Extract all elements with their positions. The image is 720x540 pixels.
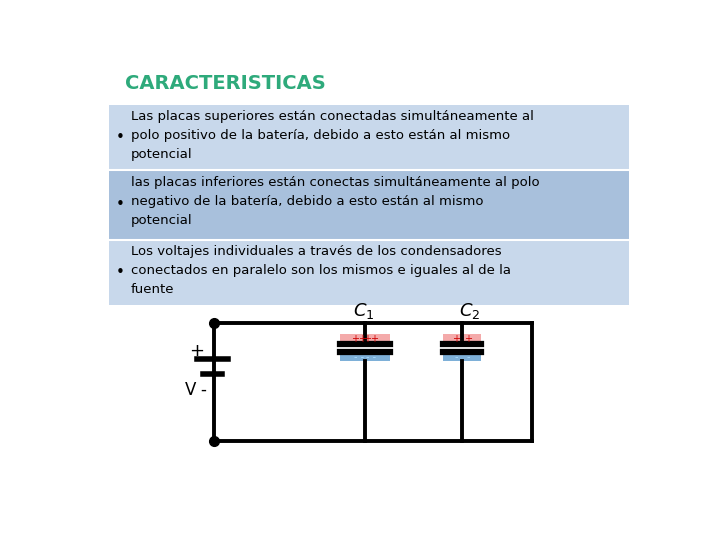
Text: -: - <box>200 381 206 399</box>
Text: las placas inferiores están conectas simultáneamente al polo
negativo de la bate: las placas inferiores están conectas sim… <box>131 176 540 227</box>
Text: - -: - - <box>354 352 364 362</box>
Text: +: + <box>189 342 204 360</box>
Text: Los voltajes individuales a través de los condensadores
conectados en paralelo s: Los voltajes individuales a través de lo… <box>131 245 511 296</box>
Text: V: V <box>185 381 197 399</box>
Text: +: + <box>452 334 460 344</box>
Text: •: • <box>116 265 125 280</box>
Text: ++: ++ <box>351 334 367 344</box>
Text: CARACTERISTICAS: CARACTERISTICAS <box>125 75 325 93</box>
Text: -: - <box>467 352 470 362</box>
Text: Las placas superiores están conectadas simultáneamente al
polo positivo de la ba: Las placas superiores están conectadas s… <box>131 110 534 161</box>
Bar <box>341 334 390 343</box>
Text: +: + <box>464 334 472 344</box>
Text: -: - <box>454 352 457 362</box>
Text: ++: ++ <box>364 334 379 344</box>
Text: $C_2$: $C_2$ <box>459 301 480 321</box>
Bar <box>109 240 629 305</box>
Text: $C_1$: $C_1$ <box>353 301 374 321</box>
Bar <box>443 352 482 361</box>
Bar <box>341 352 390 361</box>
Bar <box>109 170 629 240</box>
Text: •: • <box>116 130 125 145</box>
Bar <box>443 334 482 343</box>
Bar <box>109 105 629 170</box>
Text: •: • <box>116 198 125 212</box>
Text: - -: - - <box>366 352 377 362</box>
